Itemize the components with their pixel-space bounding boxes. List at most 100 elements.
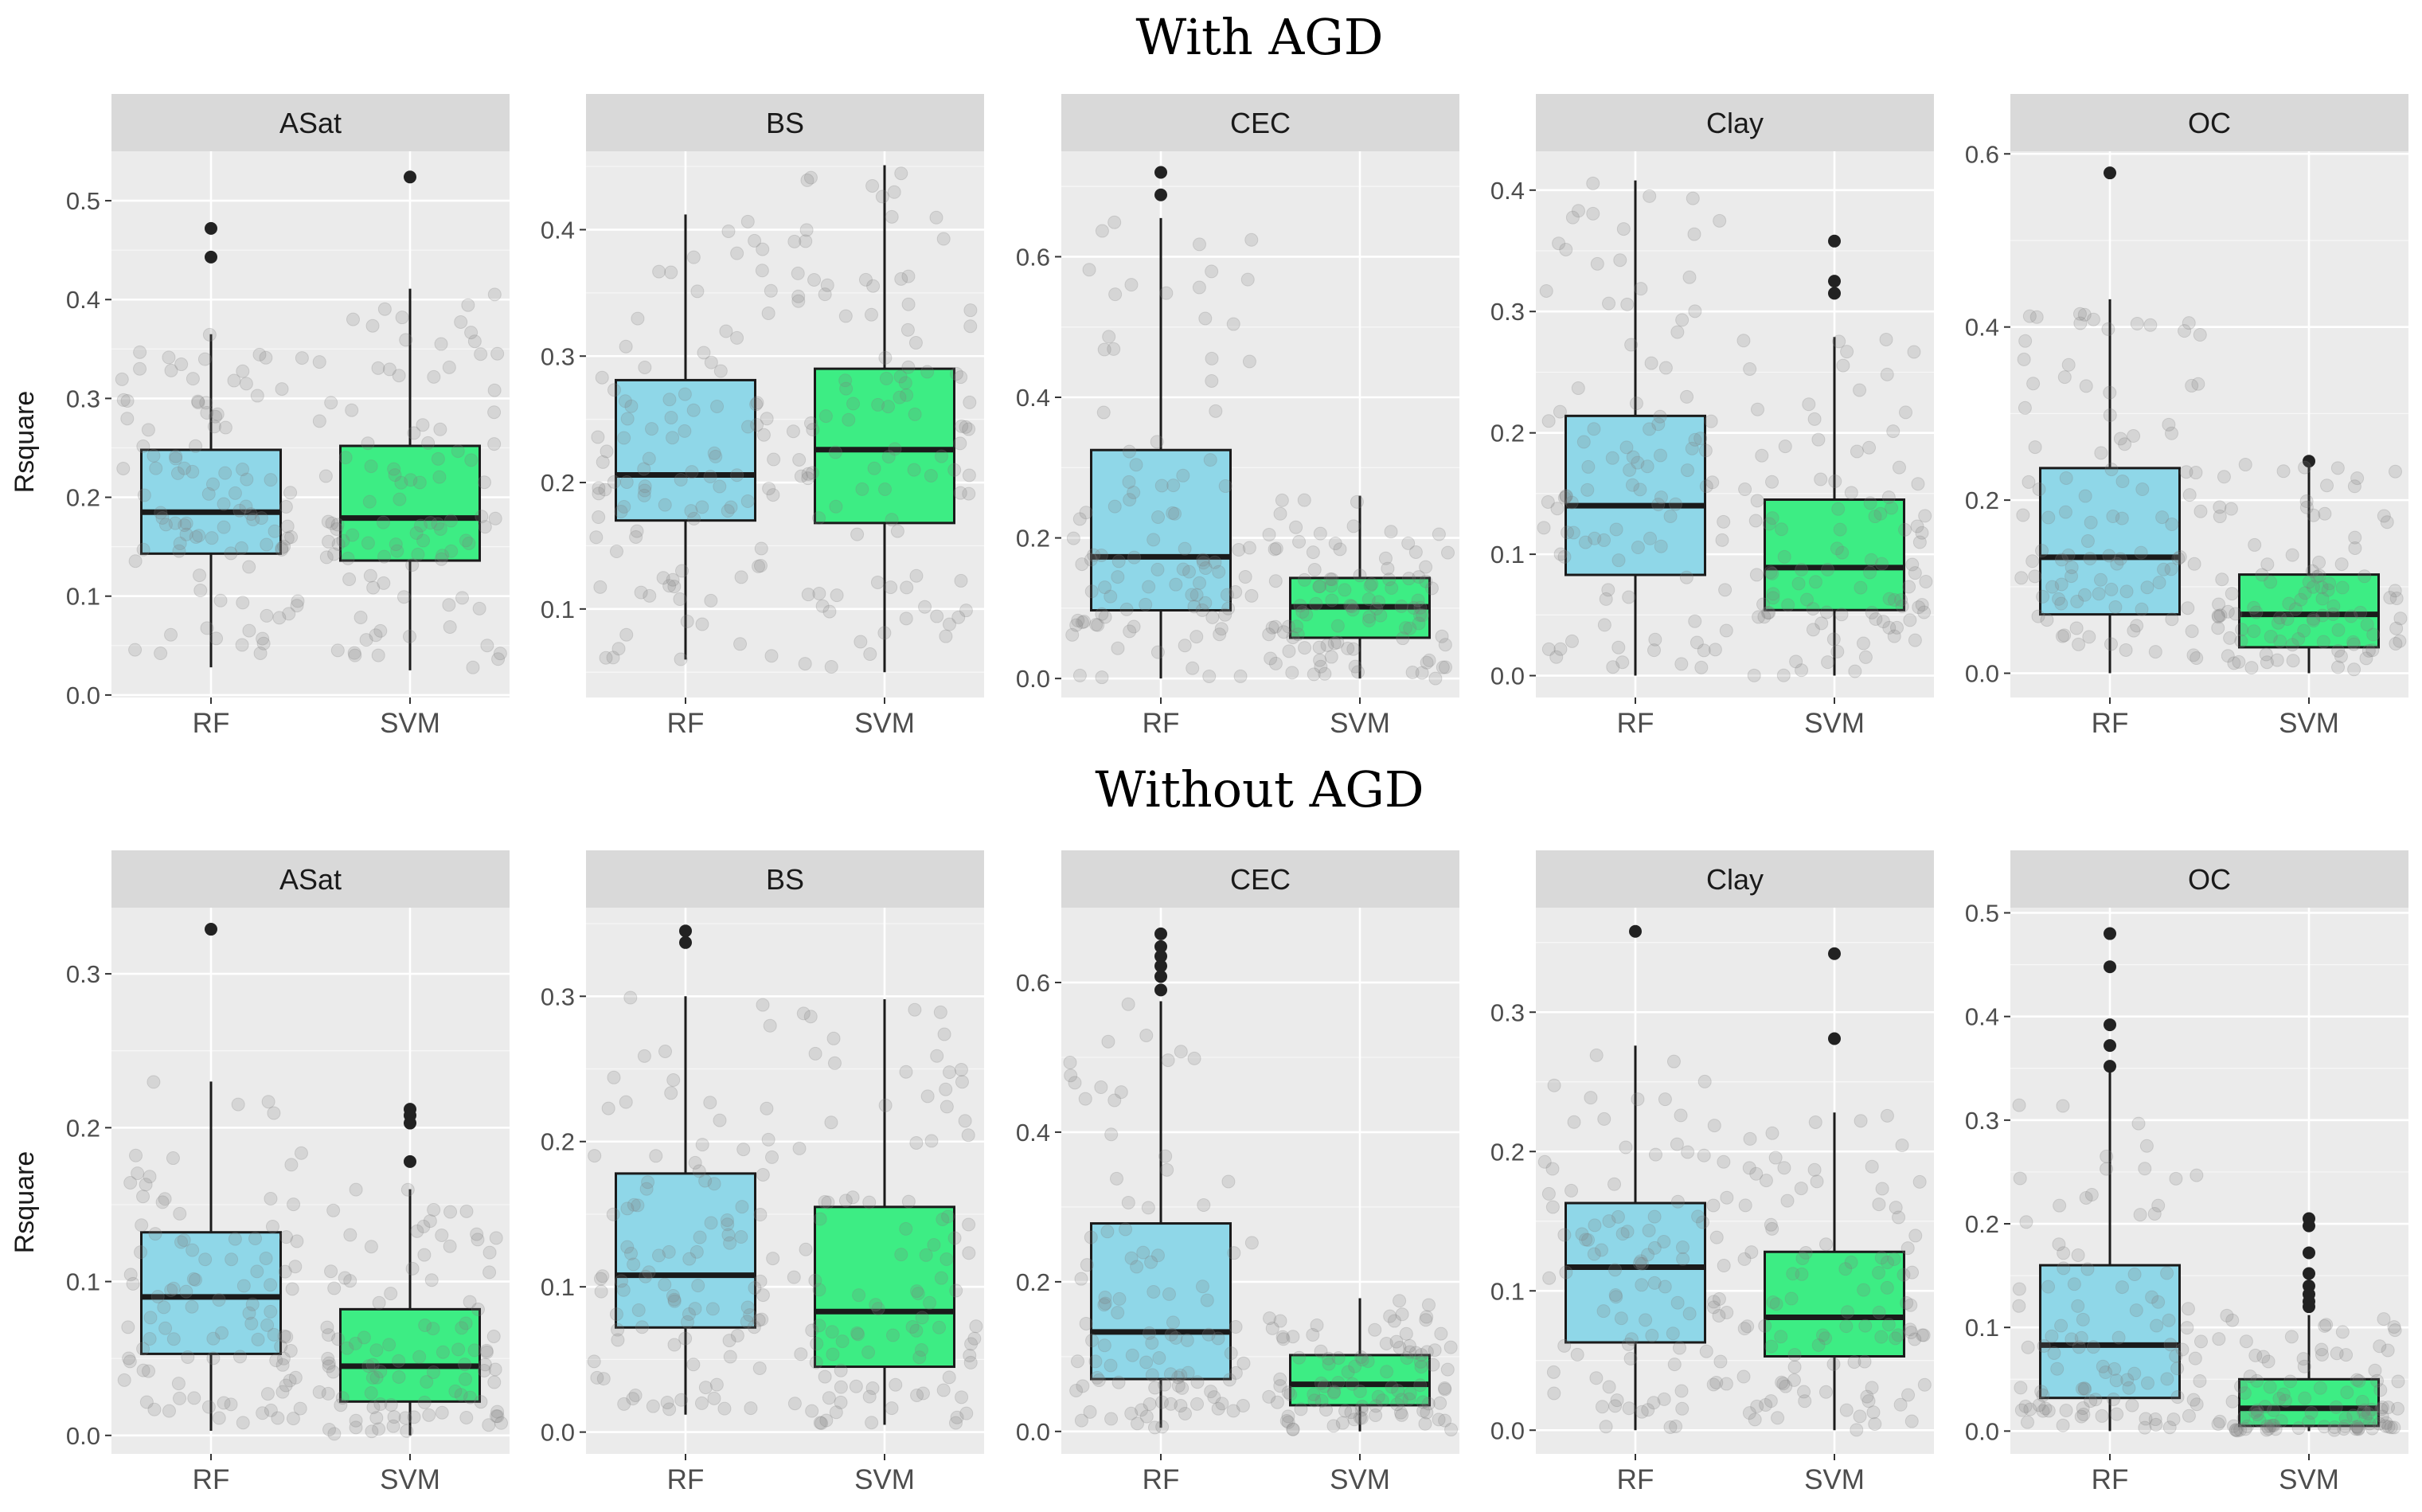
jitter-point xyxy=(1350,494,1364,509)
jitter-point xyxy=(2022,309,2037,323)
jitter-point xyxy=(2379,1416,2393,1430)
jitter-point xyxy=(805,1404,819,1418)
jitter-point xyxy=(1916,1328,1931,1342)
jitter-point xyxy=(871,1302,885,1316)
jitter-point xyxy=(427,369,441,384)
jitter-point xyxy=(1333,542,1347,557)
jitter-point xyxy=(178,518,192,533)
jitter-point xyxy=(1174,1045,1188,1059)
jitter-point xyxy=(2307,614,2321,628)
jitter-point xyxy=(881,400,896,414)
jitter-point xyxy=(2318,506,2332,521)
jitter-point xyxy=(244,1316,259,1330)
jitter-point xyxy=(434,552,448,566)
jitter-point xyxy=(1887,629,1901,643)
jitter-point xyxy=(1597,1112,1611,1126)
jitter-point xyxy=(1717,1259,1731,1273)
jitter-point xyxy=(461,298,475,312)
jitter-point xyxy=(1833,522,1847,537)
jitter-point xyxy=(224,546,238,561)
jitter-point xyxy=(2108,1362,2122,1376)
jitter-point xyxy=(948,1416,963,1430)
jitter-point xyxy=(813,1212,827,1226)
jitter-point xyxy=(293,1401,307,1416)
jitter-point xyxy=(359,633,373,647)
jitter-point xyxy=(1557,1338,1572,1353)
jitter-point xyxy=(210,407,225,421)
jitter-point xyxy=(807,272,822,287)
jitter-point xyxy=(734,570,748,584)
facet-strip xyxy=(111,850,510,908)
jitter-point xyxy=(2233,1423,2248,1437)
jitter-point xyxy=(1738,483,1752,497)
jitter-point xyxy=(475,510,489,524)
jitter-point xyxy=(1229,1320,1243,1334)
jitter-point xyxy=(721,1217,735,1232)
jitter-point xyxy=(362,494,377,509)
jitter-point xyxy=(1108,287,1123,302)
jitter-point xyxy=(908,336,923,350)
jitter-point xyxy=(1413,1354,1428,1369)
jitter-point xyxy=(674,1393,689,1407)
jitter-point xyxy=(490,1409,505,1424)
jitter-point xyxy=(1876,615,1890,629)
jitter-point xyxy=(686,1358,701,1372)
jitter-point xyxy=(1621,1337,1635,1351)
jitter-point xyxy=(1740,1319,1755,1334)
jitter-point xyxy=(2075,1381,2089,1396)
jitter-point xyxy=(2187,557,2201,571)
jitter-point xyxy=(1341,1365,1355,1379)
jitter-point xyxy=(947,1231,962,1245)
jitter-point xyxy=(1860,1389,1874,1404)
jitter-point xyxy=(914,1342,928,1357)
jitter-point xyxy=(312,355,326,369)
jitter-point xyxy=(662,1244,676,1259)
jitter-point xyxy=(454,1388,468,1402)
jitter-point xyxy=(1119,1222,1133,1237)
jitter-point xyxy=(128,643,143,657)
jitter-point xyxy=(2083,552,2097,566)
jitter-point xyxy=(143,1332,157,1346)
jitter-point xyxy=(658,1277,672,1291)
jitter-point xyxy=(2286,654,2300,668)
jitter-point xyxy=(2193,504,2208,518)
jitter-point xyxy=(2335,1325,2350,1339)
jitter-point xyxy=(658,1044,673,1058)
jitter-point xyxy=(459,1372,473,1386)
jitter-point xyxy=(2213,608,2228,623)
jitter-point xyxy=(750,418,764,432)
jitter-point xyxy=(2366,627,2381,642)
jitter-point xyxy=(2113,432,2127,446)
jitter-point xyxy=(171,1377,186,1391)
jitter-point xyxy=(1394,1393,1408,1407)
jitter-point xyxy=(1541,494,1555,509)
jitter-point xyxy=(2316,635,2330,649)
jitter-point xyxy=(1150,645,1165,659)
jitter-point xyxy=(1087,548,1101,562)
jitter-point xyxy=(274,1339,288,1354)
jitter-point xyxy=(1706,1377,1721,1392)
jitter-point xyxy=(2211,621,2225,635)
jitter-point xyxy=(705,1302,720,1316)
jitter-point xyxy=(455,591,470,605)
jitter-point xyxy=(2012,1098,2026,1112)
jitter-point xyxy=(962,422,976,436)
jitter-point xyxy=(1647,1276,1662,1290)
jitter-point xyxy=(2331,660,2346,674)
jitter-point xyxy=(236,596,250,610)
jitter-point xyxy=(1107,215,1122,229)
jitter-point xyxy=(232,503,247,518)
jitter-point xyxy=(652,264,666,279)
jitter-point xyxy=(1736,334,1751,348)
jitter-point xyxy=(1881,1255,1895,1269)
jitter-point xyxy=(399,333,413,347)
jitter-point xyxy=(162,1404,176,1418)
jitter-point xyxy=(209,631,224,646)
jitter-point xyxy=(1354,1411,1369,1425)
jitter-point xyxy=(1422,653,1436,667)
jitter-point xyxy=(2182,488,2197,502)
jitter-point xyxy=(936,1212,950,1226)
jitter-point xyxy=(1312,640,1326,654)
jitter-point xyxy=(489,1409,503,1424)
jitter-point xyxy=(1124,1406,1139,1420)
